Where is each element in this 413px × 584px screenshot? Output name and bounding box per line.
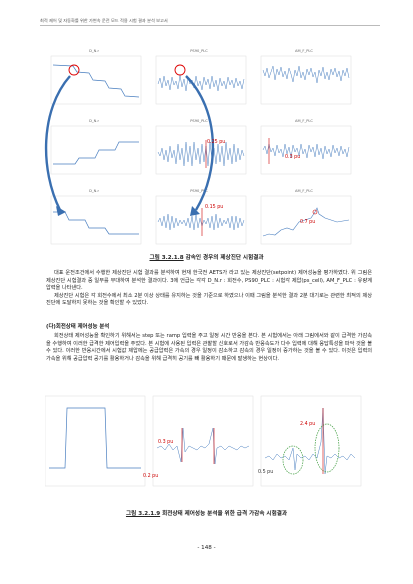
chart-panel: PS90_PLC [150, 189, 248, 250]
panel-title: AM_F_PLC [295, 119, 313, 123]
panel-title: AM_F_PLC [295, 49, 313, 53]
annotation: 0.7 pu [300, 220, 316, 225]
chart-panel: AM_F_PLC [255, 189, 353, 250]
panel-title: AM_F_PLC [295, 189, 313, 193]
figure-2 [44, 388, 365, 498]
panel-title: PS90_PLC [190, 119, 208, 123]
chart-panel: AM_F_PLC [255, 119, 353, 180]
caption-text: 감속인 경우의 제상진단 시험결과 [185, 255, 264, 261]
annotation: 0.5 pu [258, 470, 274, 475]
panel-plot [260, 55, 352, 105]
panel-plot [155, 195, 247, 245]
caption-number: 그림 3.2.1.9 [125, 511, 161, 517]
annotation: 0.15 pu [205, 205, 224, 210]
figure-1: D_N.r PS90_PLC AM_F_PLC D_N.r PS90_PLC [45, 49, 355, 250]
annotation: 0.2 pu [143, 474, 159, 479]
figure-2-plots [44, 395, 362, 487]
figure-1-caption: 그림 3.2.1.8 감속인 경우의 제상진단 시험결과 [0, 254, 413, 262]
caption-number: 그림 3.2.1.8 [149, 255, 184, 261]
panel-plot [260, 195, 352, 245]
annotation: 0.3 pu [285, 155, 301, 160]
panel-title: D_N.r [89, 189, 99, 193]
paragraph-line: 대표 운전조건에서 수행한 제상진단 시험 결과를 분석하여 현재 한국전 AE… [46, 270, 372, 292]
figure-2-caption: 그림 3.2.1.9 회전상태 제어성능 분석을 위한 급격 가감속 시험결과 [0, 510, 413, 518]
chart-panel: D_N.r [45, 189, 143, 250]
panel-plot [50, 55, 142, 105]
page-number: - 148 - [197, 545, 216, 551]
paragraph-line: 회전상태 제어성능을 확인하기 위해서는 step 또는 ramp 입력을 주고… [46, 333, 372, 362]
paragraph-1: 대표 운전조건에서 수행한 제상진단 시험 결과를 분석하여 현재 한국전 AE… [46, 270, 372, 308]
annotation: 2.4 pu [300, 422, 316, 427]
panel-plot [260, 125, 352, 175]
figure-1-overlay [44, 64, 215, 216]
panel-title: PS90_PLC [190, 49, 208, 53]
caption-text: 회전상태 제어성능 분석을 위한 급격 가감속 시험결과 [162, 511, 288, 517]
panel-plot [50, 125, 142, 175]
chart-panel: D_N.r [45, 119, 143, 180]
running-header: 최적 제어 및 자동화를 위한 가변속 운전 모드 적용 시험 결과 분석 보고… [40, 17, 380, 26]
panel-title: PS90_PLC [190, 189, 208, 193]
chart-panel: AM_F_PLC [255, 49, 353, 110]
panel-title: D_N.r [89, 119, 99, 123]
annotation: 0.3 pu [158, 440, 174, 445]
chart-panel: PS90_PLC [150, 119, 248, 180]
section-heading: (다)회전상태 제어성능 분석 [46, 324, 110, 330]
paragraph-2: 회전상태 제어성능을 확인하기 위해서는 step 또는 ramp 입력을 주고… [46, 333, 372, 363]
annotation: 0.25 pu [207, 140, 226, 145]
panel-plot [155, 125, 247, 175]
panel-plot [50, 195, 142, 245]
paragraph-line: 제상진단 시험은 각 회전수에서 최소 2분 이상 상태를 유지하는 것을 기준… [46, 292, 372, 307]
chart-panel: D_N.r [45, 49, 143, 110]
panel-title: D_N.r [89, 49, 99, 53]
